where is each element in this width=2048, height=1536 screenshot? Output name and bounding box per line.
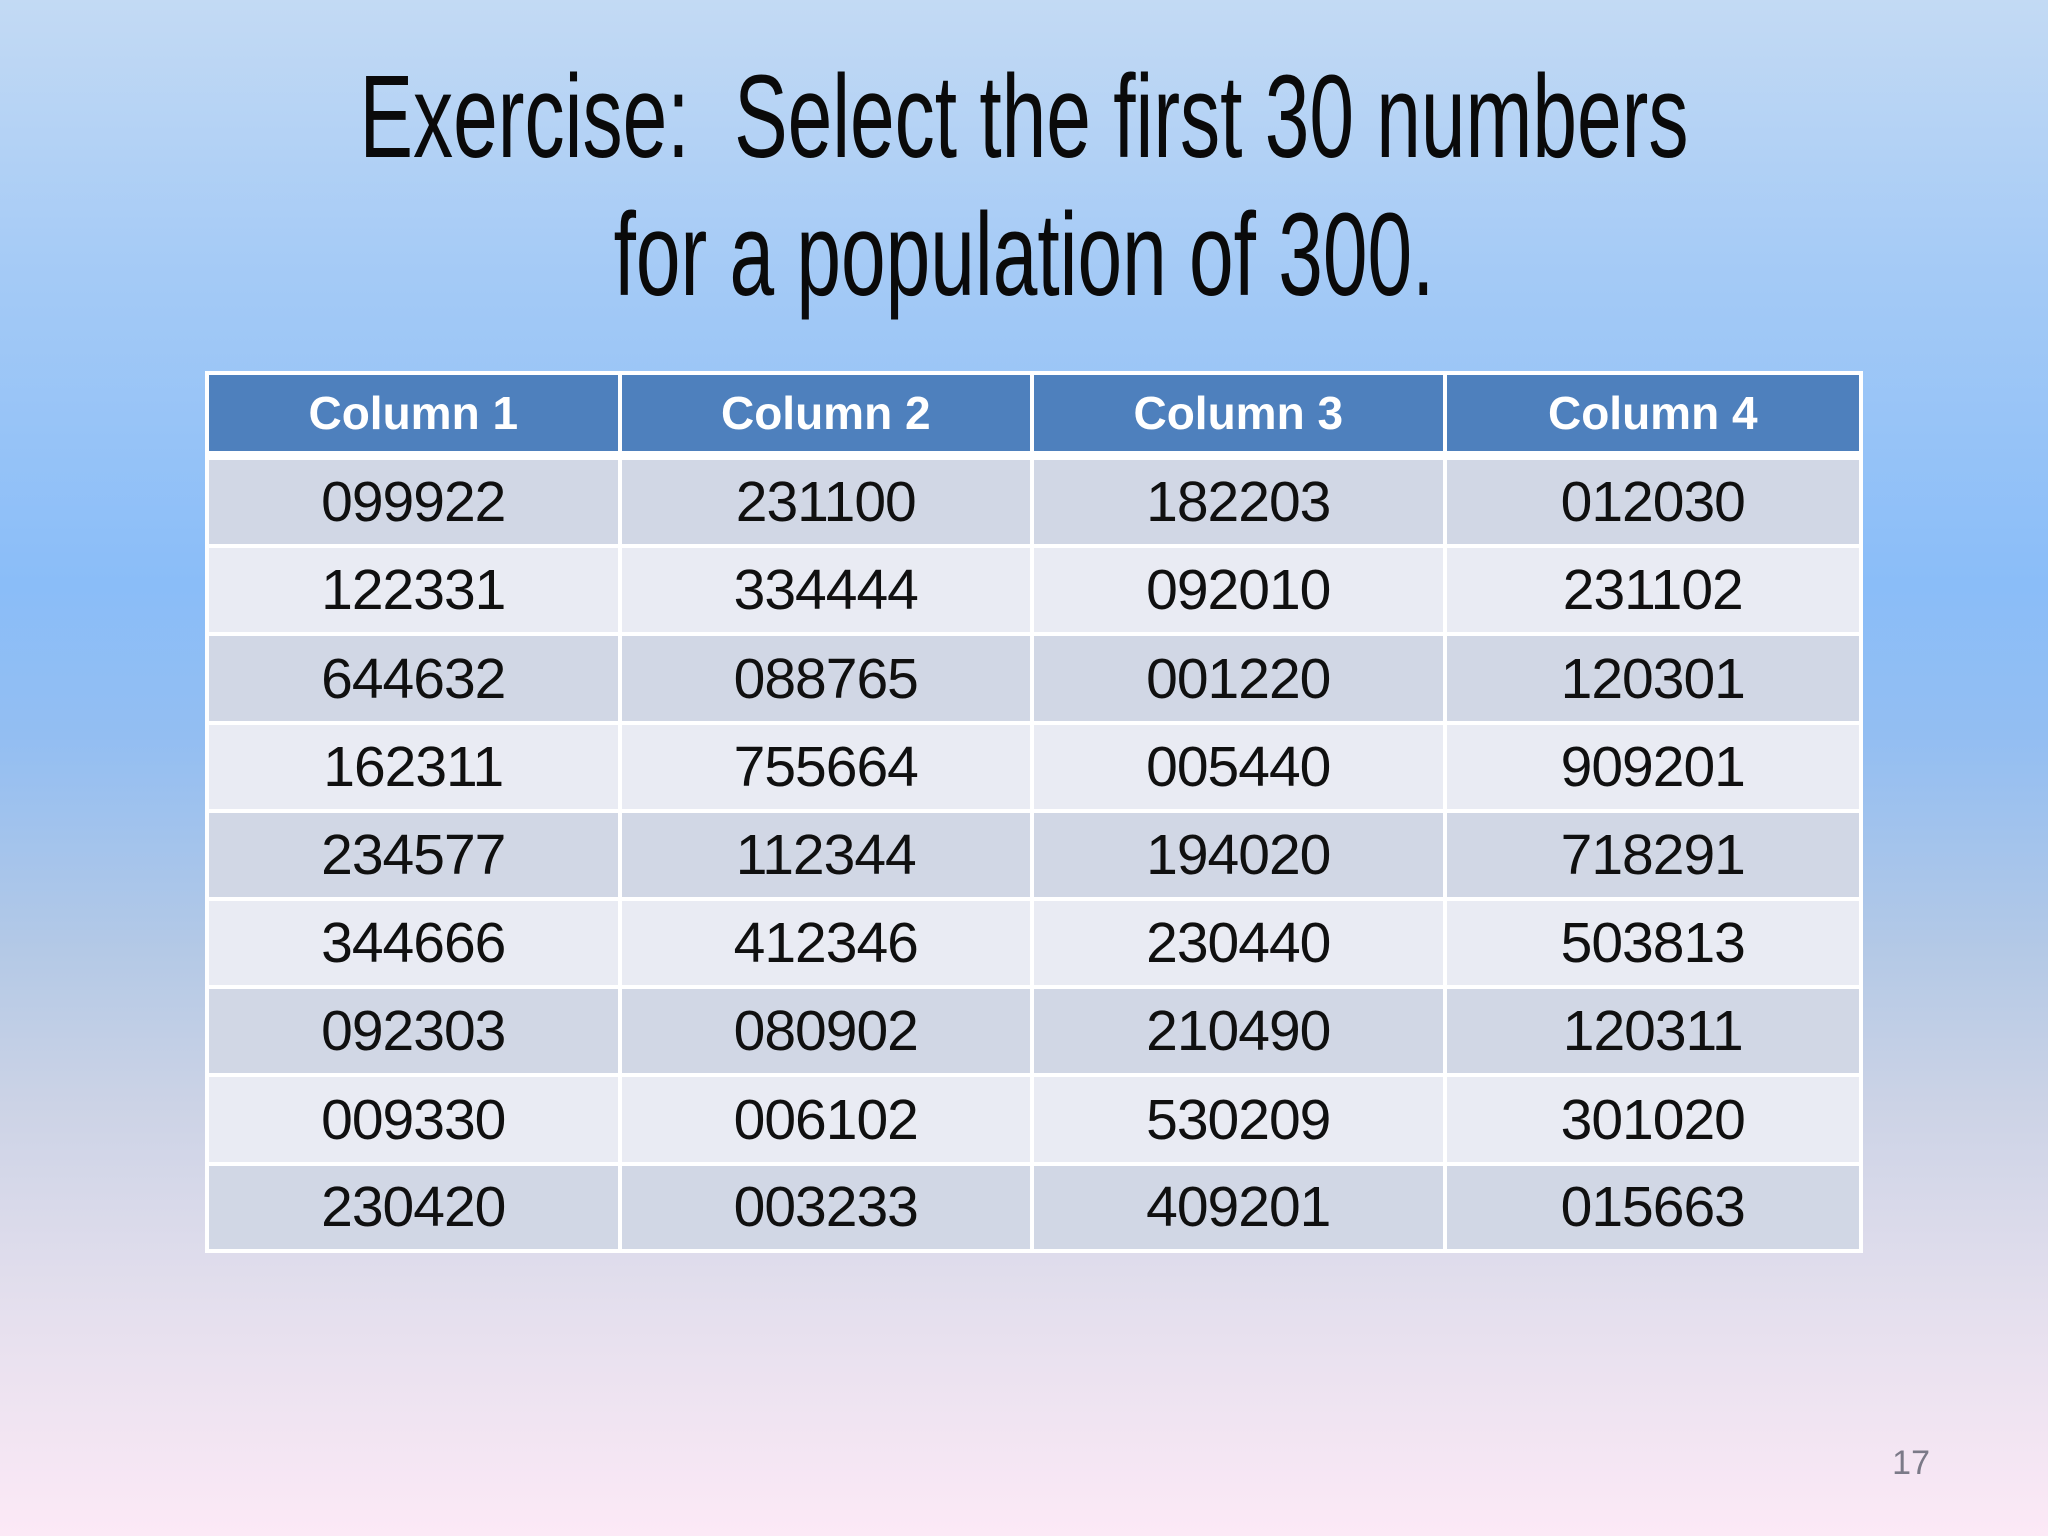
table-cell: 120301 (1446, 636, 1859, 725)
table-cell: 012030 (1446, 460, 1859, 549)
table-cell: 644632 (209, 636, 622, 725)
random-number-table-container: Column 1 Column 2 Column 3 Column 4 099922 2… (205, 371, 1863, 1253)
table-row: 009330 006102 530209 301020 (209, 1077, 1859, 1166)
table-row: 099922 231100 182203 012030 (209, 460, 1859, 549)
table-row: 344666 412346 230440 503813 (209, 901, 1859, 990)
slide-title-line-2: for a population of 300. (613, 189, 1435, 322)
table-cell: 530209 (1034, 1077, 1447, 1166)
table-row: 162311 755664 005440 909201 (209, 724, 1859, 813)
column-header: Column 2 (621, 375, 1034, 460)
table-cell: 503813 (1446, 901, 1859, 990)
column-header: Column 4 (1446, 375, 1859, 460)
table-cell: 718291 (1446, 812, 1859, 902)
table-cell: 080902 (621, 989, 1034, 1078)
table-cell: 344666 (209, 901, 622, 990)
table-cell: 334444 (621, 548, 1034, 637)
table-cell: 099922 (209, 460, 622, 549)
table-cell: 909201 (1446, 724, 1859, 813)
table-cell: 092010 (1034, 548, 1447, 637)
table-cell: 162311 (209, 724, 622, 813)
table-cell: 088765 (621, 636, 1034, 725)
table-row: 644632 088765 001220 120301 (209, 636, 1859, 725)
table-row: 092303 080902 210490 120311 (209, 989, 1859, 1078)
table-cell: 120311 (1446, 989, 1859, 1078)
table-cell: 005440 (1034, 724, 1447, 813)
table-cell: 234577 (209, 812, 622, 902)
page-number: 17 (1892, 1444, 1930, 1482)
table-cell: 182203 (1034, 460, 1447, 549)
table-row: 234577 112344 194020 718291 (209, 812, 1859, 902)
table-cell: 092303 (209, 989, 622, 1078)
table-cell: 755664 (621, 724, 1034, 813)
table-cell: 409201 (1034, 1165, 1447, 1249)
table-cell: 301020 (1446, 1077, 1859, 1166)
table-cell: 015663 (1446, 1165, 1859, 1249)
random-number-table: Column 1 Column 2 Column 3 Column 4 099922 2… (209, 375, 1859, 1249)
table-cell: 122331 (209, 548, 622, 637)
table-row: 230420 003233 409201 015663 (209, 1165, 1859, 1249)
slide-title-line-1: Exercise: Select the first 30 numbers (359, 51, 1689, 183)
table-cell: 230420 (209, 1165, 622, 1249)
table-cell: 230440 (1034, 901, 1447, 990)
table-cell: 194020 (1034, 812, 1447, 902)
table-header-row: Column 1 Column 2 Column 3 Column 4 (209, 375, 1859, 460)
table-cell: 112344 (621, 812, 1034, 902)
slide-title: Exercise: Select the first 30 numbers fo… (328, 48, 1721, 324)
table-cell: 009330 (209, 1077, 622, 1166)
table-cell: 001220 (1034, 636, 1447, 725)
column-header: Column 3 (1034, 375, 1447, 460)
table-cell: 231102 (1446, 548, 1859, 637)
table-cell: 210490 (1034, 989, 1447, 1078)
table-cell: 006102 (621, 1077, 1034, 1166)
table-cell: 231100 (621, 460, 1034, 549)
table-cell: 003233 (621, 1165, 1034, 1249)
column-header: Column 1 (209, 375, 622, 460)
table-cell: 412346 (621, 901, 1034, 990)
table-row: 122331 334444 092010 231102 (209, 548, 1859, 637)
